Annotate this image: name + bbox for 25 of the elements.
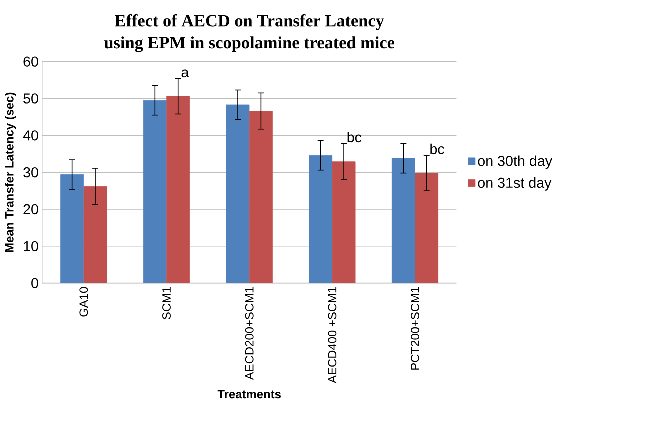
y-tick-label: 10	[24, 241, 38, 252]
y-tick-label: 50	[24, 94, 38, 104]
bar	[60, 174, 84, 284]
x-axis-title: Treatments	[218, 390, 281, 399]
bar	[309, 155, 333, 284]
x-tick-label: SCM1	[162, 287, 171, 320]
annotation: a	[182, 70, 190, 78]
bar	[143, 100, 167, 284]
annotation: bc	[430, 144, 444, 154]
chart-title: Effect of AECD on Transfer Latency using EPM in scopolamine treated mice	[104, 14, 395, 52]
y-tick-label: 0	[32, 278, 38, 288]
legend-label: on 30th day	[478, 156, 553, 169]
annotation: bc	[348, 132, 362, 142]
y-tick-label: 60	[24, 56, 38, 67]
y-axis-title: Mean Transfer Latency (sec)	[5, 92, 16, 252]
legend-label: on 31st day	[478, 177, 552, 191]
y-tick-label: 40	[23, 130, 38, 141]
x-tick-label: AECD400 +SCM1	[328, 287, 337, 384]
bar	[392, 158, 416, 284]
y-tick-label: 30	[24, 167, 38, 178]
x-tick-label: GA10	[80, 287, 88, 317]
bar	[226, 104, 250, 284]
y-tick-label: 20	[24, 204, 38, 214]
x-tick-label: AECD200+SCM1	[245, 287, 254, 380]
x-tick-label: PCT200+SCM1	[411, 287, 420, 370]
